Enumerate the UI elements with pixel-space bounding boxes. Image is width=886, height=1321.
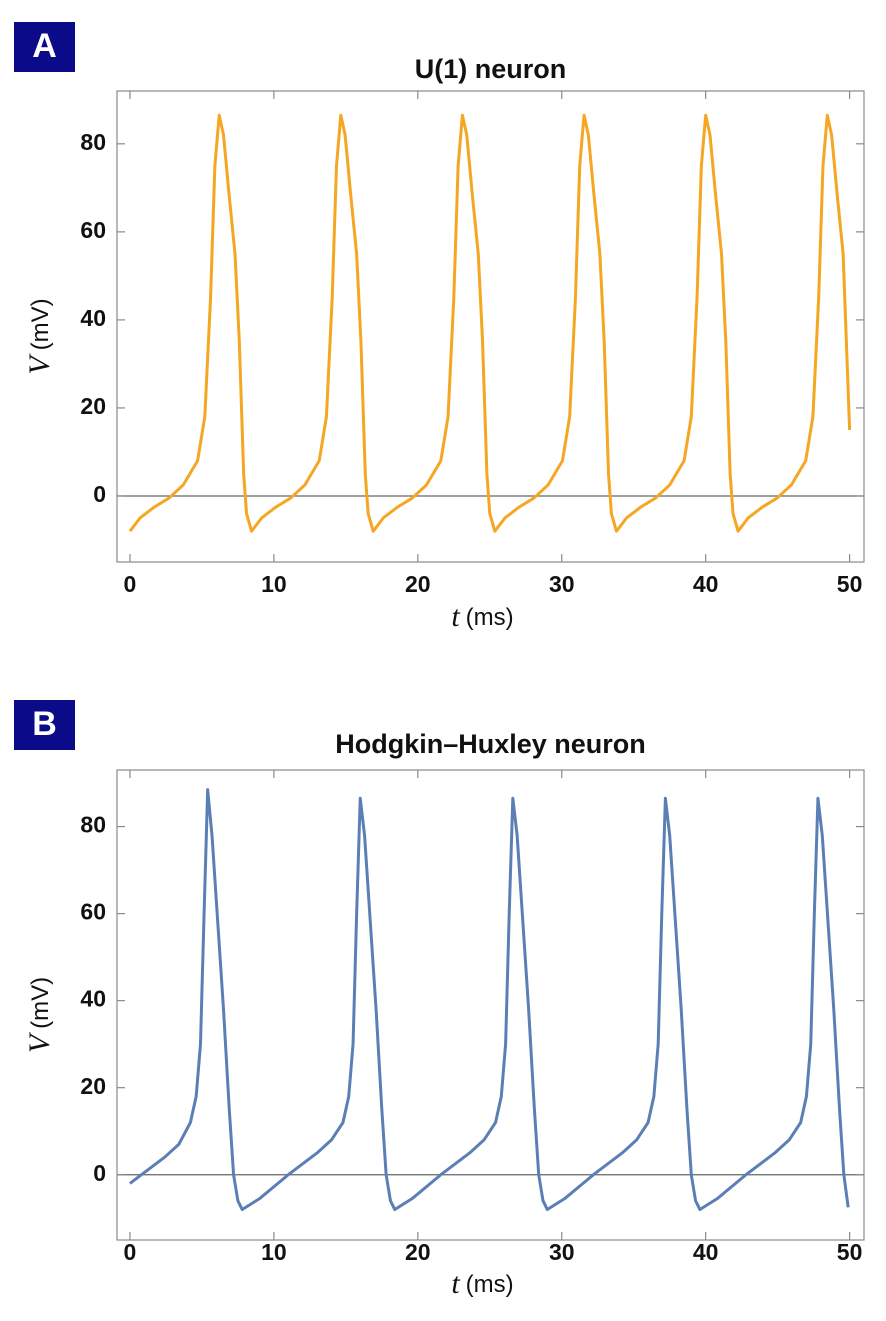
y-tick-label: 0	[93, 1160, 106, 1186]
x-tick-label: 40	[693, 571, 719, 597]
plot-frame	[116, 769, 865, 1241]
y-tick-label: 40	[80, 986, 106, 1012]
y-axis-unit: (mV)	[27, 977, 54, 1029]
y-tick-label: 60	[80, 899, 106, 925]
x-tick-label: 30	[549, 571, 575, 597]
y-tick-label: 40	[80, 305, 106, 331]
x-tick-label: 0	[124, 571, 137, 597]
x-tick-label: 50	[837, 1239, 863, 1265]
y-tick-label: 80	[80, 129, 106, 155]
x-axis-label: t (ms)	[451, 1267, 513, 1300]
x-tick-label: 20	[405, 1239, 431, 1265]
chart-title: Hodgkin–Huxley neuron	[335, 729, 646, 759]
x-tick-label: 40	[693, 1239, 719, 1265]
plot-frame	[116, 90, 865, 563]
x-axis-symbol: t	[451, 1267, 460, 1300]
x-axis-symbol: t	[451, 600, 460, 633]
y-axis-label: V (mV)	[23, 298, 56, 374]
x-axis-unit: (ms)	[466, 604, 514, 631]
x-tick-label: 0	[124, 1239, 137, 1265]
y-tick-label: 80	[80, 812, 106, 838]
x-tick-label: 50	[837, 571, 863, 597]
y-tick-label: 0	[93, 481, 106, 507]
x-tick-label: 30	[549, 1239, 575, 1265]
y-tick-label: 20	[80, 1073, 106, 1099]
panel-label: A	[32, 27, 57, 65]
panel-label-box	[14, 22, 75, 72]
x-axis-label: t (ms)	[451, 600, 513, 633]
x-tick-label: 20	[405, 571, 431, 597]
y-axis-symbol: V	[23, 1031, 56, 1053]
y-axis-label: V(mV)	[23, 977, 56, 1053]
y-tick-label: 60	[80, 217, 106, 243]
voltage-trace	[129, 788, 850, 1212]
y-axis-unit: (mV)	[27, 298, 54, 350]
voltage-trace	[128, 113, 852, 533]
x-tick-label: 10	[261, 571, 287, 597]
panel-label: B	[32, 705, 57, 743]
panel-label-box	[14, 700, 75, 750]
x-axis-unit: (ms)	[466, 1271, 514, 1298]
y-tick-label: 20	[80, 393, 106, 419]
x-tick-label: 10	[261, 1239, 287, 1265]
chart-title: U(1) neuron	[415, 54, 567, 84]
y-axis-symbol: V	[23, 353, 56, 375]
